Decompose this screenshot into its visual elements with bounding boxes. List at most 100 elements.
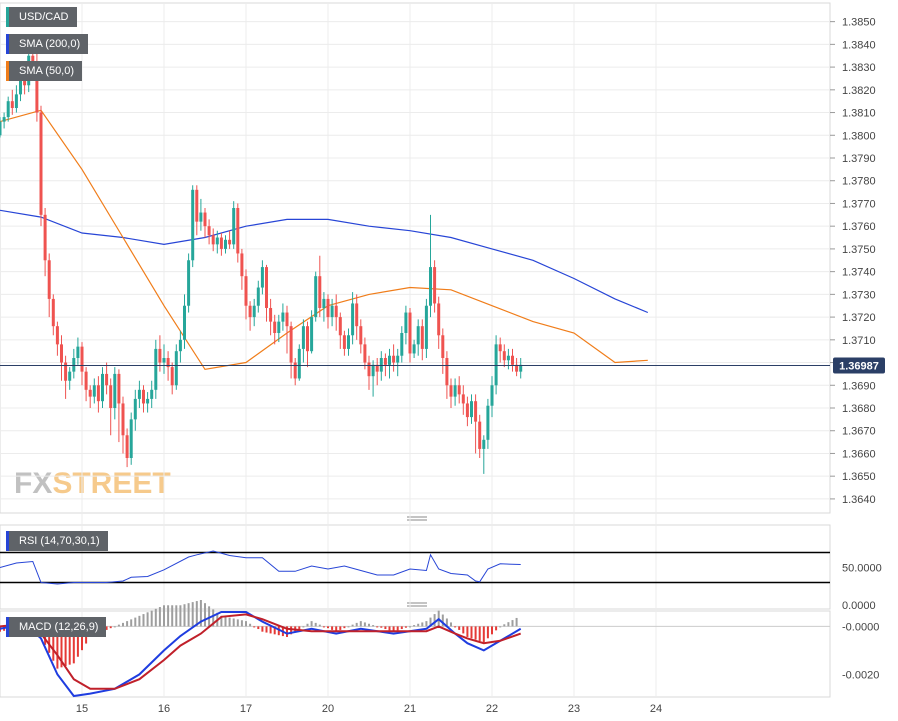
price-tick-label: 1.3840 [842,39,876,51]
candle-body [72,358,76,372]
candle-body [195,189,199,222]
legend-sma50-label[interactable]: SMA (50,0) [6,61,83,81]
legend-macd-label[interactable]: MACD (12,26,9) [6,617,107,637]
legend-sma200-label[interactable]: SMA (200,0) [6,34,89,54]
candle [137,380,141,408]
candle [55,321,59,356]
candle [80,342,84,386]
candle-body [511,355,514,365]
candle [162,344,166,374]
legend-rsi-label[interactable]: RSI (14,70,30,1) [6,531,108,551]
candle-body [150,389,154,399]
candle [396,348,400,377]
candle-body [461,394,465,404]
candle-body [137,389,141,399]
candle [297,344,301,381]
candle-body [178,339,182,352]
candle-body [498,344,502,352]
macd-histogram-bar [290,626,293,635]
candle-body [0,121,2,136]
candle-body [482,439,486,449]
price-panel[interactable] [0,2,831,514]
macd-histogram-bar [64,626,67,666]
candle-body [47,260,51,299]
macd-histogram-bar [68,626,71,665]
candle-body [232,208,236,245]
candle-body [474,401,478,422]
candle-body [39,112,43,215]
macd-histogram-bar [212,609,215,627]
candle [281,303,285,331]
candle [363,337,367,370]
macd-histogram-bar [322,626,325,628]
candle-body [88,389,92,397]
price-tick-label: 1.3730 [842,289,876,301]
legend-pair-label[interactable]: USD/CAD [6,7,77,27]
price-tick-label: 1.3740 [842,267,876,279]
candle-body [146,398,150,404]
macd-histogram-bar [368,623,370,627]
candle-body [478,421,482,449]
candle-body [457,385,461,395]
candle [51,294,55,336]
candle-body [265,267,268,308]
candle [84,367,88,402]
candle [183,294,186,349]
macd-histogram-bar [470,626,473,639]
x-tick-label: 23 [568,703,580,715]
macd-histogram-bar [249,623,252,627]
candle [92,378,96,404]
macd-histogram-bar [499,626,502,628]
macd-histogram-bar [228,617,231,627]
macd-histogram-bar [507,622,510,627]
macd-histogram-bar [236,619,239,627]
candle [47,253,51,318]
candle [293,358,297,386]
macd-histogram-bar [56,626,59,669]
macd-histogram-bar [52,626,55,661]
candle-body [68,371,72,381]
candle [277,314,281,343]
candle [457,376,461,404]
sma200-line [0,209,649,314]
price-tick-label: 1.3750 [842,244,876,256]
candle [285,305,289,354]
macd-histogram-bar [335,626,338,632]
macd-histogram-bar [458,626,461,630]
macd-histogram-bar [72,626,75,664]
candle [64,355,68,399]
macd-histogram-bar [175,605,178,627]
candle [260,260,264,295]
candle-body [174,351,178,386]
candle [195,185,199,236]
macd-histogram-bar [425,621,428,627]
candle-body [14,94,18,108]
candle-body [281,312,285,322]
candle [404,305,408,345]
macd-histogram-bar [445,618,448,627]
price-tick-label: 1.3680 [842,403,876,415]
rsi-panel[interactable] [0,524,831,610]
macd-histogram-bar [347,626,350,628]
macd-histogram-bar [195,601,198,627]
price-tick-label: 1.3720 [842,312,876,324]
last-price-tag: 1.36987 [833,357,885,374]
candle-body [494,344,498,386]
candle [191,185,195,268]
candle-body [519,364,523,372]
candle [515,358,519,377]
candle-body [383,358,387,365]
candle [39,105,43,227]
macd-histogram-bar [265,626,268,633]
candle [351,292,355,345]
candle-body [424,305,428,349]
svg-text:1.36987: 1.36987 [839,361,879,373]
candle-body [224,239,227,249]
candle-body [429,267,432,306]
rsi-tick-label: 0.0000 [842,600,876,612]
candle-body [113,373,117,408]
macd-histogram-bar [81,626,83,651]
candle-body [92,385,96,397]
x-tick-label: 20 [322,703,334,715]
